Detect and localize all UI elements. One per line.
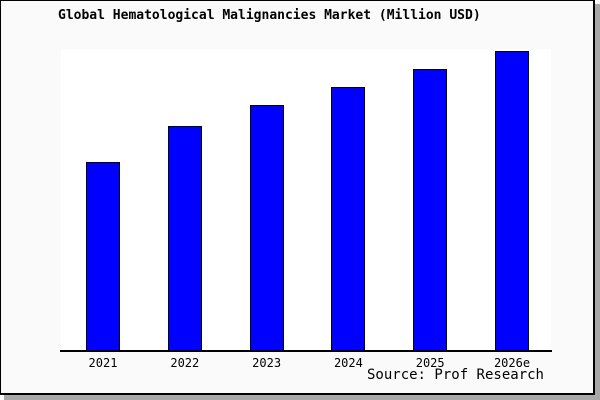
bar-2025 [413, 69, 448, 351]
bar-2022 [167, 126, 202, 351]
bar-2024 [331, 87, 366, 351]
chart-canvas: Global Hematological Malignancies Market… [0, 0, 595, 395]
x-tick-label-2023: 2023 [252, 356, 282, 370]
x-tick-label-2026e: 2026e [493, 356, 531, 370]
drop-shadow-bottom [4, 395, 600, 400]
bar-2023 [249, 105, 284, 351]
bar-2021 [86, 162, 120, 351]
x-tick-label-2025: 2025 [415, 356, 445, 370]
bar-2026e [495, 51, 529, 351]
source-credit: Source: Prof Research [366, 367, 544, 383]
chart-title: Global Hematological Malignancies Market… [58, 8, 481, 23]
drop-shadow-right [595, 4, 600, 400]
x-tick-label-2024: 2024 [333, 356, 363, 370]
plot-area [61, 49, 551, 351]
x-tick-label-2022: 2022 [170, 356, 200, 370]
x-axis-line [60, 350, 552, 352]
x-tick-label-2021: 2021 [88, 356, 118, 370]
